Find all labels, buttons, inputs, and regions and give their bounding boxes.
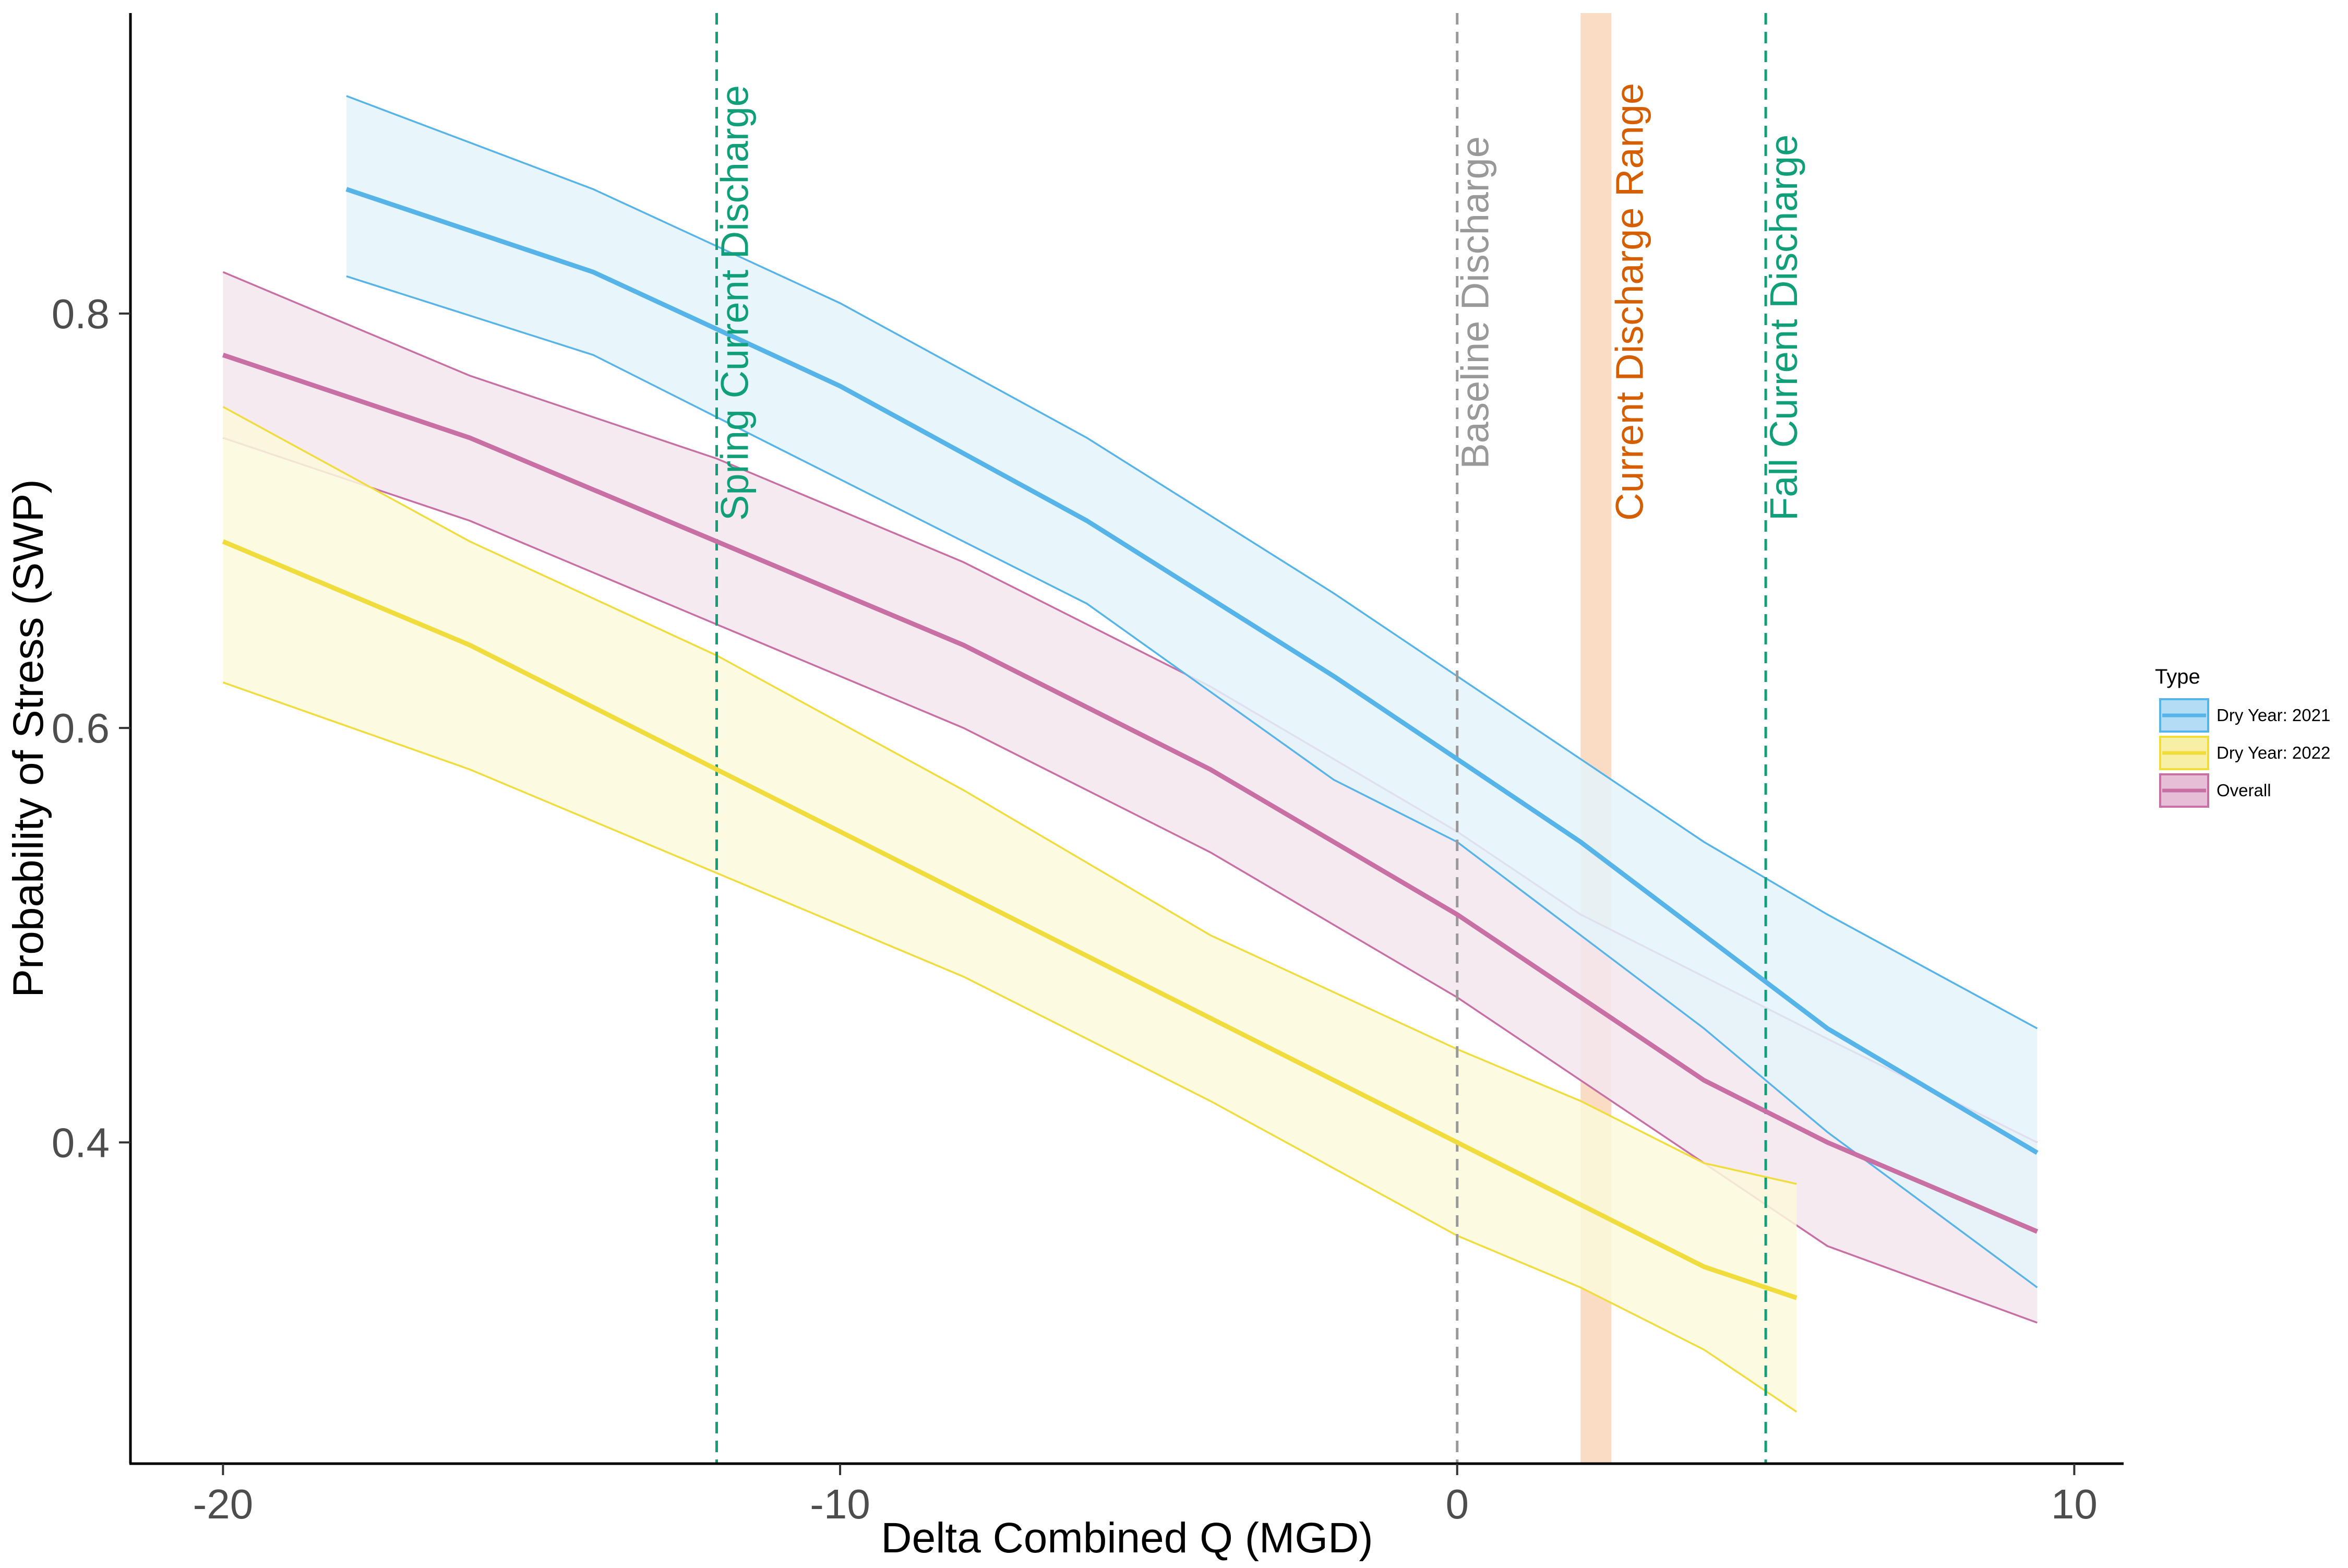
y-tick-label: 0.8 — [52, 291, 110, 337]
spring-current-discharge-label: Spring Current Discharge — [713, 85, 757, 521]
y-tick-label: 0.6 — [52, 705, 110, 751]
legend-entries: Dry Year: 2021 Dry Year: 2022 Overall — [2159, 698, 2330, 808]
dry-year-2022-line — [222, 539, 1798, 1300]
dry-year-2022-ribbon — [223, 406, 1797, 1412]
legend-label-dry-year-2021: Dry Year: 2021 — [2217, 705, 2330, 725]
reference-lines-layer — [715, 13, 1767, 1464]
confidence-bands-layer — [222, 95, 2038, 1413]
series-lines-layer — [222, 187, 2039, 1300]
legend-item-dry-year-2021: Dry Year: 2021 — [2159, 698, 2330, 733]
current-discharge-range-label: Current Discharge Range — [1608, 83, 1651, 521]
y-tick-label: 0.4 — [52, 1119, 110, 1166]
dry-year-2022-lower-bound — [222, 681, 1798, 1413]
legend-item-overall: Overall — [2159, 773, 2271, 808]
legend-item-dry-year-2022: Dry Year: 2022 — [2159, 736, 2330, 770]
x-tick-label: 0 — [1445, 1481, 1469, 1527]
x-axis-title: Delta Combined Q (MGD) — [881, 1514, 1373, 1562]
dry-year-2022-upper-bound — [222, 406, 1797, 1185]
overall-ribbon — [223, 272, 2038, 1323]
ticks-layer: -20 -10 0 10 0.4 0.6 0.8 — [52, 291, 2098, 1527]
baseline-discharge-label: Baseline Discharge — [1454, 136, 1497, 469]
legend: Type Dry Year: 2021 Dry Year: 2022 Overall — [2155, 665, 2330, 808]
x-tick-label: -20 — [193, 1481, 254, 1527]
legend-title: Type — [2155, 665, 2200, 688]
fall-current-discharge-label: Fall Current Discharge — [1762, 135, 1805, 521]
annotations-layer: Spring Current Discharge Baseline Dischar… — [713, 83, 1806, 521]
legend-label-dry-year-2022: Dry Year: 2022 — [2217, 743, 2330, 762]
dry-year-2021-ribbon — [346, 95, 2038, 1288]
legend-label-overall: Overall — [2217, 781, 2271, 800]
axes-layer — [129, 13, 2124, 1465]
x-tick-label: -10 — [810, 1481, 870, 1527]
dry-year-2021-line — [345, 187, 2039, 1155]
y-axis-title: Probability of Stress (SWP) — [5, 479, 52, 997]
x-tick-label: 10 — [2051, 1481, 2098, 1527]
overall-line — [222, 353, 2039, 1234]
